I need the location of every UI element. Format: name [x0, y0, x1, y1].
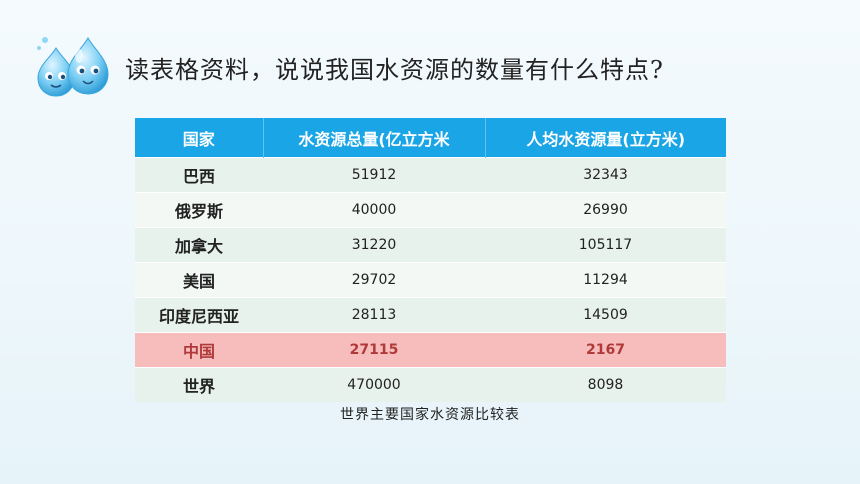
total-cell: 470000 — [263, 367, 485, 402]
total-cell: 27115 — [263, 332, 485, 368]
table-row: 美国 29702 11294 — [135, 262, 726, 298]
per-capita-cell: 8098 — [485, 367, 726, 402]
header-total-water: 水资源总量(亿立方米 — [263, 118, 486, 158]
total-cell: 31220 — [263, 227, 485, 263]
total-cell: 29702 — [263, 262, 485, 298]
table-caption: 世界主要国家水资源比较表 — [340, 407, 520, 423]
water-droplet-mascots-icon — [37, 37, 109, 97]
header-country: 国家 — [135, 118, 264, 158]
country-cell: 世界 — [135, 367, 263, 402]
country-cell: 巴西 — [135, 157, 263, 193]
country-cell: 俄罗斯 — [135, 192, 263, 228]
country-cell: 印度尼西亚 — [135, 297, 263, 333]
country-cell: 美国 — [135, 262, 263, 298]
country-cell: 中国 — [135, 332, 263, 368]
header-per-capita-water: 人均水资源量(立方米) — [485, 118, 726, 158]
per-capita-cell: 26990 — [485, 192, 726, 228]
table-header-row: 国家 水资源总量(亿立方米 人均水资源量(立方米) — [135, 118, 726, 158]
per-capita-cell: 32343 — [485, 157, 726, 193]
table-row: 俄罗斯 40000 26990 — [135, 192, 726, 228]
table-row-highlighted: 中国 27115 2167 — [135, 332, 726, 368]
total-cell: 40000 — [263, 192, 485, 228]
table-row: 加拿大 31220 105117 — [135, 227, 726, 263]
country-cell: 加拿大 — [135, 227, 263, 263]
table-row: 世界 470000 8098 — [135, 367, 726, 402]
total-cell: 28113 — [263, 297, 485, 333]
discussion-question: 读表格资料，说说我国水资源的数量有什么特点? — [125, 56, 664, 84]
per-capita-cell: 105117 — [485, 227, 726, 263]
per-capita-cell: 2167 — [485, 332, 726, 368]
water-resources-table: 国家 水资源总量(亿立方米 人均水资源量(立方米) 巴西 51912 32343… — [135, 118, 726, 402]
table-row: 印度尼西亚 28113 14509 — [135, 297, 726, 333]
table-row: 巴西 51912 32343 — [135, 157, 726, 193]
per-capita-cell: 11294 — [485, 262, 726, 298]
total-cell: 51912 — [263, 157, 485, 193]
per-capita-cell: 14509 — [485, 297, 726, 333]
